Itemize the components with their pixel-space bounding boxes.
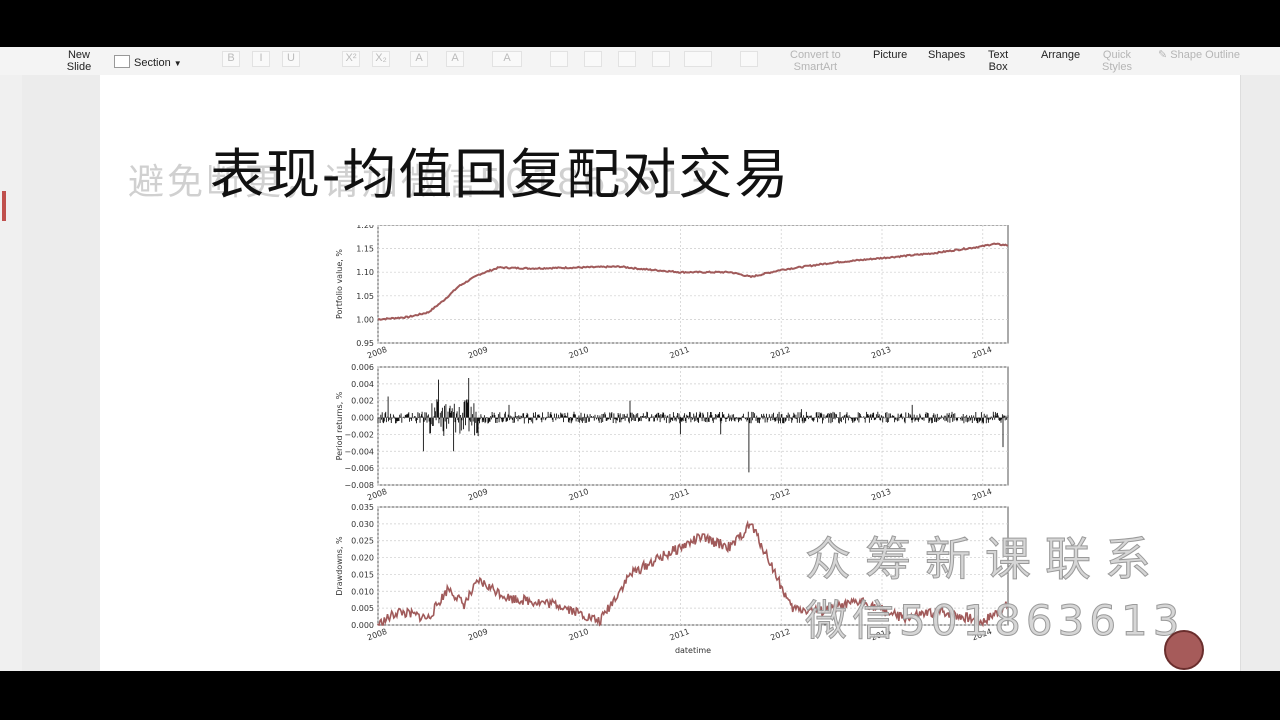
font-size-down-button[interactable]: A	[446, 51, 464, 67]
italic-button[interactable]: I	[252, 51, 270, 67]
watermark-top: 避免断更，请加微信501863613	[128, 162, 713, 203]
arrange-button[interactable]: Arrange	[1041, 49, 1081, 61]
text-direction-icon[interactable]	[740, 51, 758, 67]
chart-2-xtick-label: 2013	[870, 487, 892, 502]
chart-2-series-returns	[377, 378, 1009, 473]
chart-1-xtick-label: 2014	[971, 345, 993, 360]
chart-3-ytick-label: 0.030	[351, 520, 374, 529]
underline-button[interactable]: U	[282, 51, 300, 67]
vertical-scrollbar[interactable]	[1240, 75, 1280, 671]
superscript-button[interactable]: X²	[342, 51, 360, 67]
new-slide-button[interactable]: New Slide	[66, 49, 92, 73]
chart-3-ytick-label: 0.035	[351, 503, 374, 512]
chevron-down-icon: ▼	[173, 59, 182, 68]
chart-2-xtick-label: 2012	[769, 487, 791, 502]
section-icon	[114, 55, 130, 68]
chart-1-ylabel: Portfolio value, %	[335, 249, 344, 319]
shape-outline-button[interactable]: ✎ Shape Outline	[1158, 49, 1240, 61]
chart-3-ytick-label: 0.020	[351, 554, 374, 563]
chart-3-ytick-label: 0.000	[351, 621, 374, 630]
chart-1-ytick-label: 1.05	[356, 292, 374, 301]
convert-smartart-button[interactable]: Convert to SmartArt	[790, 49, 841, 73]
chart-3-ytick-label: 0.005	[351, 604, 374, 613]
chart-3-frame	[377, 506, 1009, 626]
align-right-icon[interactable]	[618, 51, 636, 67]
chart-3-xtick-label: 2011	[668, 627, 690, 642]
chart-3-ytick-label: 0.015	[351, 570, 374, 579]
powerpoint-window: New Slide Section ▼ B I U X² X₂ A A A Co…	[0, 47, 1280, 671]
chart-1-ytick-label: 0.95	[356, 339, 374, 348]
chart-2-ytick-label: 0.002	[351, 397, 374, 406]
chart-2-ylabel: Period returns, %	[335, 391, 344, 460]
pen-icon: ✎	[1158, 49, 1168, 61]
chart-1-ytick-label: 1.00	[356, 315, 374, 324]
chart-2-frame	[377, 366, 1009, 486]
chart-3-ytick-label: 0.010	[351, 587, 374, 596]
ribbon-toolbar: New Slide Section ▼ B I U X² X₂ A A A Co…	[0, 47, 1280, 76]
left-margin	[22, 75, 100, 671]
chart-2-ytick-label: −0.008	[344, 481, 374, 490]
shape-outline-label: Shape Outline	[1170, 49, 1240, 61]
chart-2-xtick-label: 2011	[668, 487, 690, 502]
chart-1-xtick-label: 2009	[467, 345, 489, 360]
subscript-button[interactable]: X₂	[372, 51, 390, 67]
chart-2-ytick-label: 0.000	[351, 414, 374, 423]
justify-icon[interactable]	[652, 51, 670, 67]
selected-slide-marker	[2, 191, 6, 221]
chart-1-series-line	[377, 242, 1009, 321]
section-label: Section	[134, 57, 171, 69]
chart-3-xtick-label: 2009	[467, 627, 489, 642]
quick-styles-button[interactable]: Quick Styles	[1102, 49, 1132, 73]
chart-2-xtick-label: 2010	[568, 487, 590, 502]
watermark-right-1: 众筹新课联系	[805, 532, 1165, 587]
chart-1-xtick-label: 2013	[870, 345, 892, 360]
chart-3-series-drawdown	[377, 519, 1009, 628]
align-center-icon[interactable]	[584, 51, 602, 67]
chart-2-xtick-label: 2014	[971, 487, 993, 502]
bold-button[interactable]: B	[222, 51, 240, 67]
cursor-highlight	[1164, 630, 1204, 670]
chart-2-ytick-label: 0.006	[351, 363, 374, 372]
chart-3-ylabel: Drawdowns, %	[335, 536, 344, 596]
slide-title[interactable]: 表现-均值回复配对交易	[210, 143, 791, 206]
font-color-button[interactable]: A	[492, 51, 522, 67]
chart-1-ytick-label: 1.20	[356, 225, 374, 230]
chart-1-xtick-label: 2012	[769, 345, 791, 360]
chart-1-ytick-label: 1.10	[356, 268, 374, 277]
chart-3-xtick-label: 2012	[769, 627, 791, 642]
chart-2-ytick-label: 0.004	[351, 380, 374, 389]
thumbnail-strip[interactable]	[0, 75, 23, 671]
chart-2-ytick-label: −0.004	[344, 447, 374, 456]
chart-3-xtick-label: 2010	[568, 627, 590, 642]
chart-1-frame	[377, 225, 1009, 344]
chart-2-ytick-label: −0.002	[344, 430, 374, 439]
section-button[interactable]: Section ▼	[114, 55, 182, 70]
columns-icon[interactable]	[684, 51, 712, 67]
chart-2-xtick-label: 2009	[467, 487, 489, 502]
chart-1-ytick-label: 1.15	[356, 245, 374, 254]
text-box-button[interactable]: Text Box	[988, 49, 1009, 73]
font-size-up-button[interactable]: A	[410, 51, 428, 67]
chart-3-xlabel: datetime	[675, 646, 711, 655]
slide-canvas[interactable]: 避免断更，请加微信501863613 表现-均值回复配对交易 0.95 1.00 1…	[100, 75, 1240, 671]
shapes-button[interactable]: Shapes	[928, 49, 966, 61]
chart-2-ytick-label: −0.006	[344, 464, 374, 473]
align-left-icon[interactable]	[550, 51, 568, 67]
chart-3-ytick-label: 0.025	[351, 537, 374, 546]
chart-1-xtick-label: 2010	[568, 345, 590, 360]
picture-button[interactable]: Picture	[873, 49, 908, 61]
watermark-right-2: 微信501863613	[805, 596, 1185, 646]
chart-1-xtick-label: 2011	[668, 345, 690, 360]
